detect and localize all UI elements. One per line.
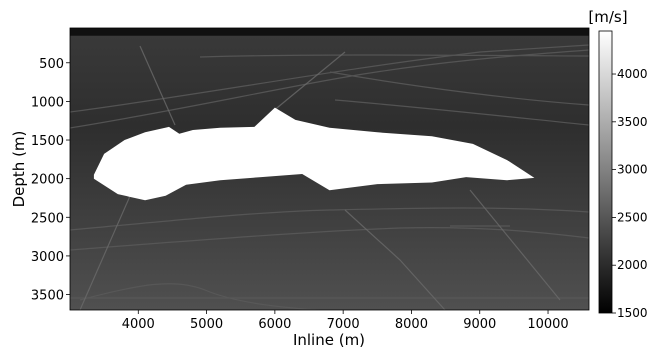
fault-line (139, 45, 176, 126)
y-axis-label: Depth (m) (10, 131, 28, 208)
x-tick-label: 4000 (122, 317, 155, 332)
y-tick-label: 2000 (31, 173, 64, 188)
salt-body (93, 107, 535, 201)
y-tick-label: 2500 (31, 211, 64, 226)
x-tick-label: 6000 (258, 317, 291, 332)
fault-line (469, 189, 561, 301)
x-tick-label: 5000 (190, 317, 223, 332)
fault-line (344, 209, 446, 310)
water-layer (70, 28, 589, 36)
layer-line (329, 71, 589, 106)
y-tick-label: 500 (39, 57, 64, 72)
fault-line (79, 195, 131, 310)
x-tick-label: 10000 (527, 317, 568, 332)
plot-frame (69, 27, 590, 311)
y-tick-label: 1500 (31, 134, 64, 149)
y-tick-label: 3000 (31, 250, 64, 265)
x-tick-label: 7000 (327, 317, 360, 332)
x-tick-label: 9000 (463, 317, 496, 332)
colorbar-tick-label: 2000 (617, 258, 648, 272)
colorbar-tick-label: 1500 (617, 306, 648, 320)
layer-line (334, 99, 589, 126)
x-axis: 4000 5000 6000 7000 8000 9000 10000 (122, 310, 569, 332)
colorbar: 1500 2000 2500 3000 3500 4000 [m/s] (588, 8, 647, 320)
colorbar-ticks: 1500 2000 2500 3000 3500 4000 (612, 67, 648, 320)
fault-lines (79, 45, 561, 310)
colorbar-gradient (598, 30, 613, 314)
fault-line (271, 51, 346, 113)
x-tick-label: 8000 (395, 317, 428, 332)
colorbar-label: [m/s] (588, 8, 627, 26)
sediment-layers (70, 44, 589, 310)
colorbar-tick-label: 3000 (617, 163, 648, 177)
colorbar-tick-label: 2500 (617, 210, 648, 224)
x-axis-label: Inline (m) (293, 331, 365, 348)
y-tick-label: 3500 (31, 289, 64, 304)
layer-line (199, 54, 589, 58)
layer-line (70, 227, 589, 251)
colorbar-tick-label: 3500 (617, 115, 648, 129)
layer-line (70, 44, 589, 113)
layer-line (79, 283, 329, 310)
y-tick-label: 1000 (31, 95, 64, 110)
plot-area (70, 28, 589, 310)
y-axis: 500 1000 1500 2000 2500 3000 3500 (31, 57, 70, 304)
colorbar-tick-label: 4000 (617, 67, 648, 81)
layer-line (70, 207, 589, 231)
